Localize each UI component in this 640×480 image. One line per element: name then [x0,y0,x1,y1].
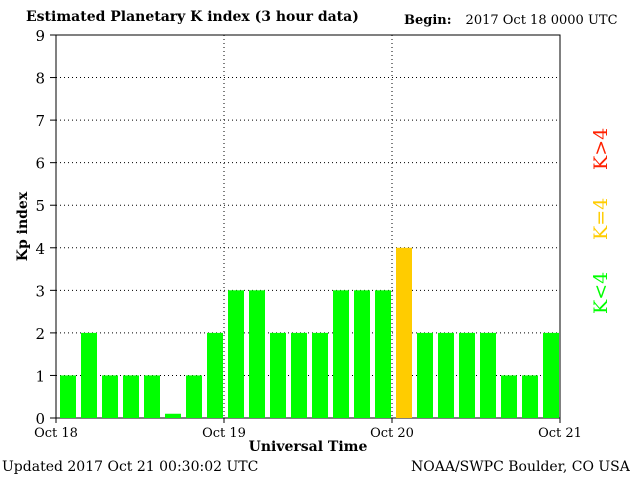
updated-timestamp: Updated 2017 Oct 21 00:30:02 UTC [2,459,259,475]
kp-bar [417,332,433,418]
kp-bar [312,332,328,418]
y-tick-label: 5 [35,197,45,215]
begin-timestamp: Begin: 2017 Oct 18 0000 UTC [404,13,618,28]
y-tick-label: 1 [35,367,45,385]
chart-title: Estimated Planetary K index (3 hour data… [26,9,359,25]
kp-bar [249,290,265,418]
kp-bar [102,375,118,418]
x-tick-label: Oct 18 [34,426,78,441]
kp-bar [207,332,223,418]
legend-equal-4: K=4 [590,197,612,240]
y-tick-label: 8 [35,70,45,88]
x-axis-label: Universal Time [249,439,368,455]
kp-bar [228,290,244,418]
begin-value: 2017 Oct 18 0000 UTC [465,13,618,28]
plot-frame [55,34,561,419]
kp-bar [60,375,76,418]
y-tick-label: 0 [35,410,45,428]
y-tick-label: 7 [35,112,45,130]
kp-bar [396,247,412,418]
begin-label: Begin: [404,13,452,28]
x-tick-label: Oct 20 [370,426,414,441]
kp-bar [165,413,181,418]
kp-bar [123,375,139,418]
kp-bar [333,290,349,418]
y-tick-label: 2 [35,325,45,343]
x-tick-label: Oct 21 [538,426,582,441]
kp-bar [270,332,286,418]
kp-bar [81,332,97,418]
kp-bar [354,290,370,418]
y-tick-label: 6 [35,155,45,173]
kp-bar [501,375,517,418]
y-tick-label: 4 [35,240,45,258]
credit-text: NOAA/SWPC Boulder, CO USA [411,459,630,475]
x-tick-label: Oct 19 [202,426,246,441]
legend-above-4: K>4 [590,127,612,170]
y-axis-label: Kp index [15,191,31,261]
kp-bar [522,375,538,418]
kp-bar [438,332,454,418]
legend-below-4: K<4 [590,271,612,314]
kp-bar [459,332,475,418]
y-tick-label: 3 [35,282,45,300]
kp-bar [144,375,160,418]
kp-bar [186,375,202,418]
y-tick-label: 9 [35,27,45,45]
kp-bar [543,332,559,418]
kp-bar [291,332,307,418]
kp-bar [480,332,496,418]
kp-bar [375,290,391,418]
